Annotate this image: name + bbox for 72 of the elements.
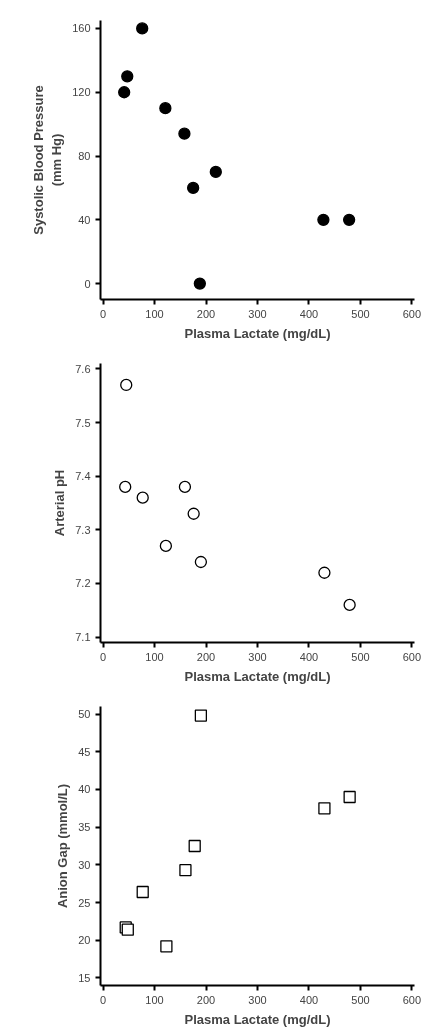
y-tick-label: 80: [78, 150, 91, 163]
point: [343, 790, 356, 804]
point: [120, 378, 133, 392]
y-tick-label: 20: [78, 934, 91, 947]
point: [119, 480, 132, 494]
x-tick-label: 600: [402, 650, 422, 663]
x-tick-label: 600: [402, 307, 422, 320]
point: [194, 555, 208, 569]
point: [160, 940, 173, 953]
x-tick-label: 0: [100, 650, 107, 663]
x-axis-title: Plasma Lactate (mg/dL): [184, 325, 331, 341]
point: [187, 507, 200, 520]
x-tick-label: 400: [299, 650, 319, 663]
point: [318, 802, 331, 815]
x-tick-label: 100: [145, 650, 164, 663]
x-tick-label: 200: [196, 307, 216, 320]
x-tick-label: 400: [299, 993, 319, 1006]
point: [136, 491, 149, 504]
y-tick-label: 120: [72, 86, 91, 99]
y-tick-label: 7.4: [75, 470, 91, 483]
y-tick-label: 7.5: [75, 416, 91, 429]
x-tick-label: 0: [100, 993, 107, 1006]
point: [178, 480, 192, 494]
x-tick-label: 500: [351, 650, 370, 663]
point: [179, 863, 192, 877]
point: [209, 165, 222, 179]
point: [121, 70, 134, 83]
point: [317, 213, 330, 226]
y-tick-label: 7.1: [75, 631, 91, 644]
y-tick-label: 160: [72, 22, 91, 35]
x-tick-label: 400: [299, 307, 319, 320]
x-tick-label: 300: [248, 993, 267, 1006]
point: [188, 839, 201, 853]
point: [187, 181, 200, 195]
point: [342, 213, 356, 226]
point: [194, 709, 208, 722]
x-tick-label: 200: [196, 650, 216, 663]
point: [136, 885, 149, 899]
x-tick-label: 200: [196, 993, 216, 1006]
y-axis-title: Arterial pH: [52, 469, 68, 537]
x-tick-label: 300: [248, 307, 267, 320]
y-tick-label: 40: [78, 213, 91, 226]
y-tick-label: 30: [78, 858, 91, 871]
point: [136, 22, 149, 35]
point: [118, 86, 131, 99]
x-tick-label: 100: [145, 993, 164, 1006]
y-axis-title: Systolic Blood Pressure (mm Hg): [31, 85, 65, 235]
y-tick-label: 7.6: [75, 362, 91, 375]
x-axis-title: Plasma Lactate (mg/dL): [184, 1011, 331, 1027]
x-tick-label: 500: [351, 307, 370, 320]
point: [343, 598, 356, 612]
y-tick-label: 15: [78, 971, 91, 984]
x-tick-label: 500: [351, 993, 370, 1006]
y-tick-label: 45: [78, 745, 91, 758]
point: [318, 566, 331, 579]
point: [159, 539, 173, 553]
point: [159, 102, 172, 115]
y-tick-label: 25: [78, 896, 91, 909]
point: [178, 127, 191, 140]
x-tick-label: 600: [402, 993, 422, 1006]
y-tick-label: 7.2: [75, 577, 91, 590]
y-tick-label: 50: [78, 708, 91, 721]
x-tick-label: 0: [100, 307, 107, 320]
y-tick-label: 0: [84, 277, 91, 290]
y-tick-label: 35: [78, 821, 91, 834]
point: [193, 277, 206, 290]
y-tick-label: 7.3: [75, 523, 91, 536]
x-axis-title: Plasma Lactate (mg/dL): [184, 668, 331, 684]
x-tick-label: 300: [248, 650, 267, 663]
y-axis-title: Anion Gap (mmol/L): [55, 783, 71, 909]
y-tick-label: 40: [78, 783, 91, 796]
x-tick-label: 100: [145, 307, 164, 320]
